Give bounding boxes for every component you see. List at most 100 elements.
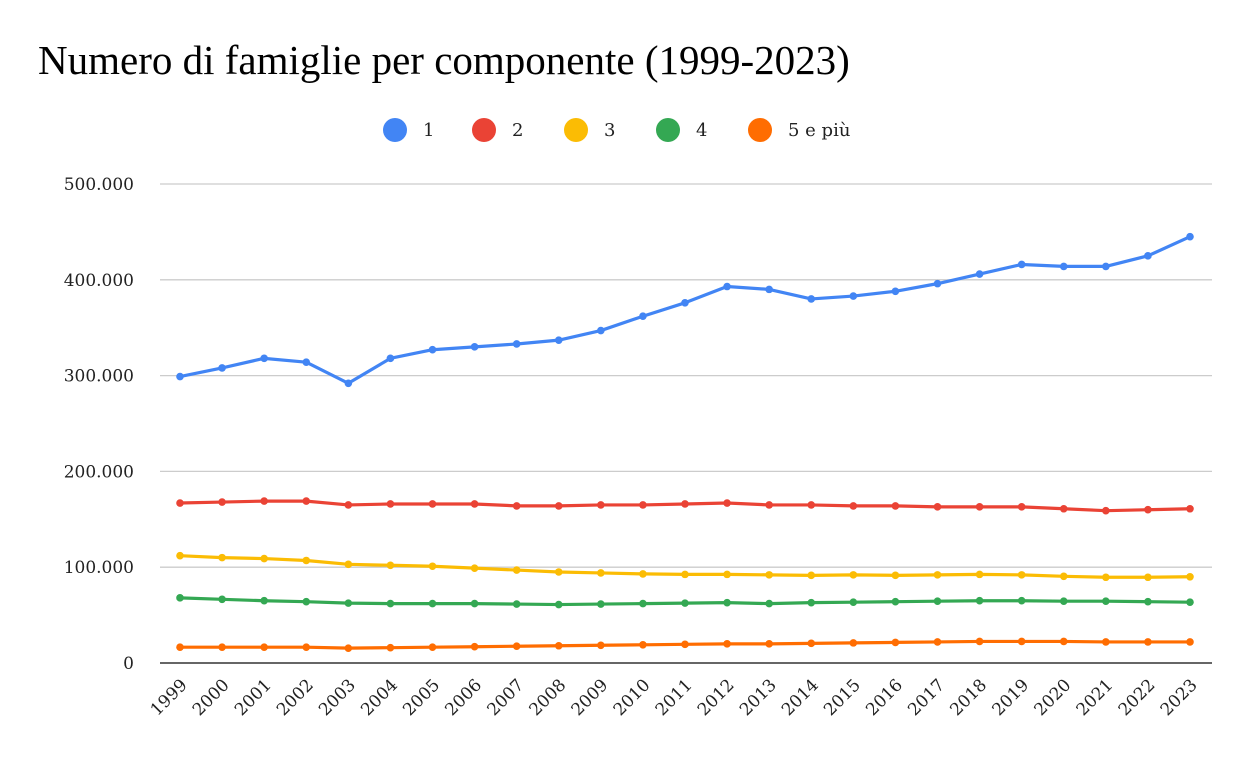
data-point [1186,638,1194,646]
x-tick-label: 2023 [1157,675,1202,720]
y-tick-label: 100.000 [64,558,134,578]
x-tick-label: 2001 [231,675,276,720]
data-point [1017,571,1026,579]
data-point [975,503,984,511]
data-point [1059,572,1068,581]
x-tick-label: 2012 [694,675,739,720]
data-point [1186,504,1194,513]
data-point [344,501,353,509]
data-point [597,600,605,608]
data-point [344,560,353,569]
data-point [1186,598,1194,606]
data-point [470,500,479,508]
chart-title: Numero di famiglie per componente (1999-… [38,37,850,83]
data-point [218,595,226,604]
data-point [554,336,563,344]
data-point [218,498,226,506]
data-point [302,358,311,366]
data-point [218,643,226,651]
data-point [807,571,816,580]
legend-item: 2 [472,118,523,142]
data-point [218,364,226,372]
legend-swatch [564,118,588,142]
legend-label: 2 [512,120,523,141]
data-point [639,599,647,608]
legend-item: 1 [383,118,434,142]
legend-label: 1 [423,120,434,141]
x-tick-label: 2003 [315,675,360,720]
data-point [554,502,563,510]
data-point [1186,232,1194,241]
data-point [1017,596,1026,605]
data-point [891,597,900,606]
data-point [344,379,353,388]
legend: 1 2 3 4 5 e più [383,118,850,142]
x-tick-label: 2019 [988,675,1033,720]
data-point [554,568,563,576]
data-point [1017,637,1026,646]
data-point [1102,638,1110,646]
data-point [302,497,311,505]
data-point [428,562,437,571]
x-tick-label: 2022 [1115,675,1160,720]
series-3 [176,551,1194,582]
data-point [765,285,773,294]
data-point [681,599,689,607]
data-point [723,598,731,607]
legend-item: 4 [656,118,707,142]
data-point [260,354,268,363]
y-tick-label: 500.000 [64,175,134,195]
legend-item: 5 e più [748,118,850,142]
data-point [597,641,605,650]
data-point [260,596,268,605]
data-point [512,642,521,651]
data-point [933,571,942,579]
data-point [386,643,395,652]
data-point [470,564,479,572]
data-point [1144,638,1152,646]
data-point [386,599,395,608]
data-point [849,292,858,300]
data-point [1059,597,1068,606]
data-point [554,600,563,609]
data-point [849,639,858,647]
x-tick-label: 2013 [736,675,781,720]
data-point [933,279,942,288]
legend-item: 3 [564,118,615,142]
data-point [723,570,731,579]
data-point [176,372,184,381]
data-point [260,554,268,563]
data-point [933,503,942,511]
data-point [1059,504,1068,513]
data-point [807,598,816,607]
data-point [470,642,479,651]
x-tick-label: 2007 [483,675,528,720]
data-point [807,639,816,648]
data-point [470,599,479,608]
data-point [218,553,226,562]
y-axis: 0 100.000 200.000 300.000 400.000 500.000 [64,175,134,674]
data-point [891,571,900,580]
data-point [176,551,184,560]
data-point [1017,503,1026,511]
data-point [681,500,689,508]
data-point [176,594,184,602]
data-point [260,497,268,505]
x-tick-label: 2010 [610,675,655,720]
data-point [428,500,437,508]
data-point [1059,637,1068,646]
data-point [512,566,521,574]
data-point [639,312,647,321]
data-point [512,502,521,510]
data-point [807,501,816,509]
data-point [470,343,479,351]
data-point [849,598,858,606]
legend-swatch [472,118,496,142]
data-point [428,599,437,608]
data-point [1144,252,1152,260]
data-point [1102,597,1110,606]
series-1 [176,232,1194,388]
data-point [891,502,900,510]
data-point [933,638,942,646]
series-5-e-più [176,637,1194,652]
